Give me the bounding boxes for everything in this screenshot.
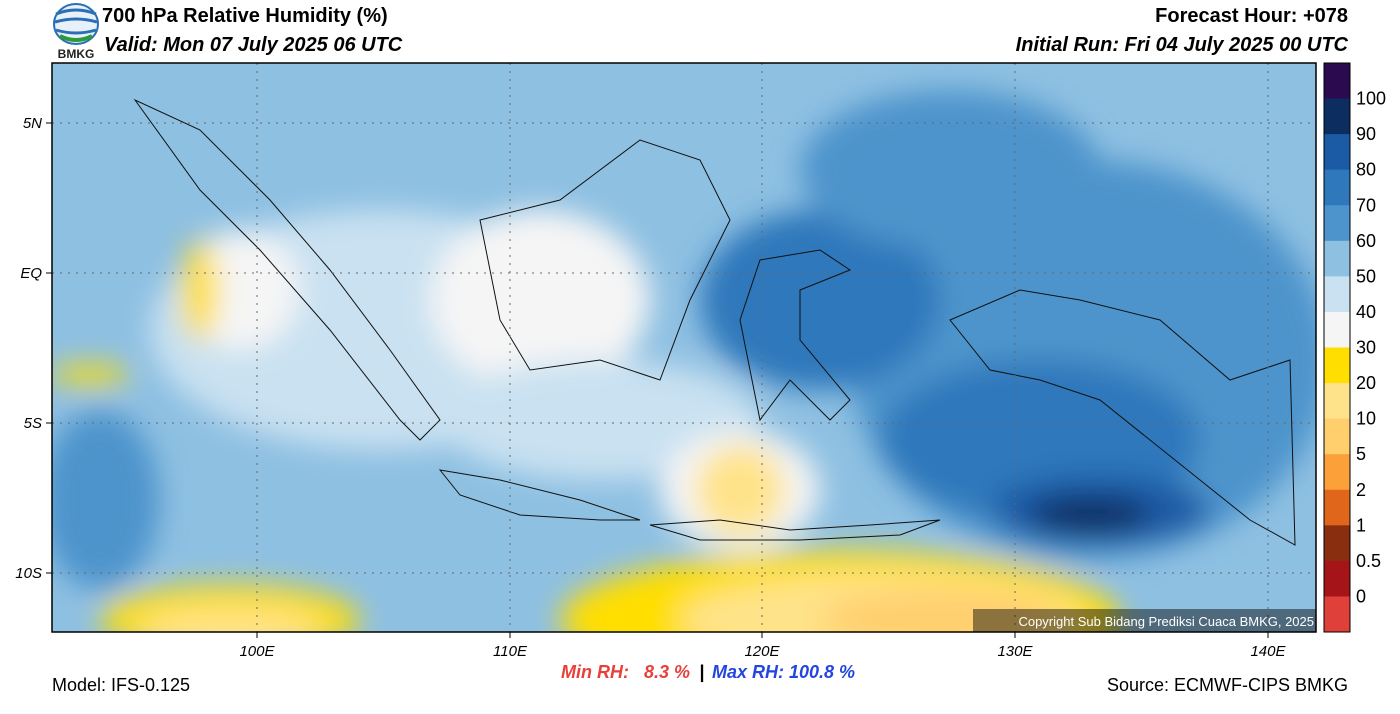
colorbar-frame bbox=[1323, 62, 1351, 633]
colorbar-swatch bbox=[1324, 311, 1350, 348]
lon-label: 140E bbox=[1250, 643, 1286, 660]
coastlines bbox=[133, 98, 1296, 546]
colorbar-swatch bbox=[1324, 205, 1350, 242]
colorbar-label: 60 bbox=[1356, 231, 1376, 251]
lon-label: 100E bbox=[239, 643, 275, 660]
valid-time: Valid: Mon 07 July 2025 06 UTC bbox=[104, 34, 403, 56]
graticule bbox=[52, 63, 1316, 632]
colorbar-label: 40 bbox=[1356, 302, 1376, 322]
colorbar-swatch bbox=[1324, 134, 1350, 171]
map-frame bbox=[51, 62, 1317, 633]
copyright: Copyright Sub Bidang Prediksi Cuaca BMKG… bbox=[1018, 614, 1314, 629]
colorbar-swatch bbox=[1324, 383, 1350, 420]
lat-label: 10S bbox=[15, 565, 42, 582]
colorbar-swatch bbox=[1324, 525, 1350, 562]
colorbar-label: 30 bbox=[1356, 338, 1376, 358]
colorbar-swatch bbox=[1324, 240, 1350, 277]
colorbar-swatch bbox=[1324, 454, 1350, 491]
lon-label: 110E bbox=[493, 643, 528, 660]
source: Source: ECMWF-CIPS BMKG bbox=[1107, 675, 1348, 695]
colorbar-swatch bbox=[1324, 276, 1350, 313]
lat-label: 5S bbox=[24, 415, 42, 432]
initial-run: Initial Run: Fri 04 July 2025 00 UTC bbox=[1016, 34, 1349, 56]
lat-label: EQ bbox=[20, 265, 42, 282]
colorbar-label: 0 bbox=[1356, 586, 1366, 606]
colorbar-label: 100 bbox=[1356, 89, 1386, 109]
model: Model: IFS-0.125 bbox=[52, 675, 190, 695]
colorbar-swatch bbox=[1324, 418, 1350, 455]
colorbar-swatch bbox=[1324, 596, 1350, 633]
forecast-hour: Forecast Hour: +078 bbox=[1155, 5, 1348, 27]
colorbar-swatch bbox=[1324, 63, 1350, 100]
axis-labels: 5N EQ 5S 10S 100E 110E 120E 130E 140E bbox=[15, 115, 1286, 660]
logo: BMKG bbox=[53, 3, 99, 61]
colorbar-label: 50 bbox=[1356, 266, 1376, 286]
colorbar-swatch bbox=[1324, 560, 1350, 597]
colorbar-swatch bbox=[1324, 98, 1350, 135]
colorbar-label: 0.5 bbox=[1356, 551, 1381, 571]
colorbar-swatch bbox=[1324, 489, 1350, 526]
title: 700 hPa Relative Humidity (%) bbox=[102, 5, 388, 27]
min-rh: Min RH: 8.3 % bbox=[561, 662, 690, 682]
separator: | bbox=[699, 662, 704, 682]
colorbar-swatch bbox=[1324, 169, 1350, 206]
colorbar-label: 70 bbox=[1356, 195, 1376, 215]
colorbar-label: 80 bbox=[1356, 160, 1376, 180]
colorbar-label: 90 bbox=[1356, 124, 1376, 144]
colorbar-label: 1 bbox=[1356, 515, 1366, 535]
lon-label: 120E bbox=[744, 643, 780, 660]
colorbar: 100 90 80 70 60 50 40 30 20 10 5 2 1 0.5 0 bbox=[1323, 62, 1386, 633]
lat-label: 5N bbox=[23, 115, 42, 132]
colorbar-label: 10 bbox=[1356, 409, 1376, 429]
logo-text: BMKG bbox=[58, 47, 95, 61]
colorbar-label: 5 bbox=[1356, 444, 1366, 464]
humidity-field: Copyright Sub Bidang Prediksi Cuaca BMKG… bbox=[52, 63, 1316, 632]
colorbar-swatch bbox=[1324, 347, 1350, 384]
colorbar-label: 20 bbox=[1356, 373, 1376, 393]
max-rh: Max RH: 100.8 % bbox=[712, 662, 855, 682]
colorbar-label: 2 bbox=[1356, 480, 1366, 500]
lon-label: 130E bbox=[997, 643, 1033, 660]
